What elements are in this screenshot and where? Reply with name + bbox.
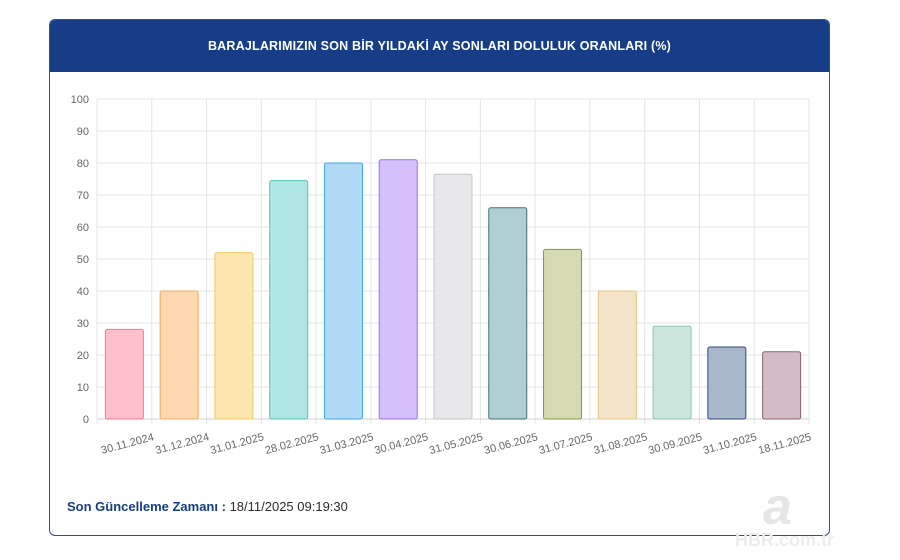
y-tick-label: 30: [77, 318, 89, 330]
y-tick-label: 10: [77, 382, 89, 394]
bar: [269, 180, 309, 420]
x-tick-label: 30.09.2025: [647, 431, 703, 457]
last-update: Son Güncelleme Zamanı : 18/11/2025 09:19…: [67, 499, 348, 514]
chart-card: BARAJLARIMIZIN SON BİR YILDAKİ AY SONLAR…: [49, 19, 830, 536]
bar: [159, 290, 199, 420]
x-tick-label: 31.07.2025: [538, 431, 594, 457]
bar: [762, 351, 802, 420]
y-tick-label: 80: [77, 158, 89, 170]
hbr-watermark: a HBR.com.tr: [735, 486, 834, 550]
x-tick-label: 30.11.2024: [100, 431, 156, 457]
bar: [214, 252, 254, 420]
x-tick-label: 31.12.2024: [154, 431, 210, 457]
y-tick-label: 70: [77, 190, 89, 202]
bar: [652, 325, 692, 420]
y-tick-label: 90: [77, 126, 89, 138]
bar: [323, 162, 363, 420]
x-tick-label: 31.05.2025: [428, 431, 484, 457]
last-update-value: 18/11/2025 09:19:30: [229, 499, 348, 514]
watermark-logo-letter: a: [763, 486, 792, 536]
bar: [707, 346, 747, 420]
y-tick-label: 40: [77, 286, 89, 298]
chart-title: BARAJLARIMIZIN SON BİR YILDAKİ AY SONLAR…: [50, 20, 829, 72]
bar: [597, 290, 637, 420]
x-tick-label: 28.02.2025: [264, 431, 320, 457]
y-tick-label: 60: [77, 222, 89, 234]
y-tick-label: 100: [71, 94, 89, 106]
x-tick-label: 31.03.2025: [319, 431, 375, 457]
x-tick-label: 31.10.2025: [702, 431, 758, 457]
bar: [488, 207, 528, 420]
bar-chart: 0 10 20 30 40 50 60 70 80 90 100 30.11.202431.12.20…: [71, 94, 813, 457]
x-tick-label: 30.06.2025: [483, 431, 539, 457]
y-tick-label: 50: [77, 254, 89, 266]
last-update-label: Son Güncelleme Zamanı :: [67, 499, 226, 514]
watermark-text: HBR.com.tr: [735, 530, 834, 550]
x-tick-label: 31.08.2025: [592, 431, 648, 457]
bar: [543, 248, 583, 420]
y-tick-label: 0: [83, 414, 89, 426]
x-tick-label: 18.11.2025: [757, 431, 813, 457]
bar: [433, 173, 473, 420]
x-tick-label: 31.01.2025: [209, 431, 265, 457]
x-tick-label: 30.04.2025: [373, 431, 429, 457]
y-tick-label: 20: [77, 350, 89, 362]
bar: [104, 328, 144, 420]
bar: [378, 159, 418, 420]
